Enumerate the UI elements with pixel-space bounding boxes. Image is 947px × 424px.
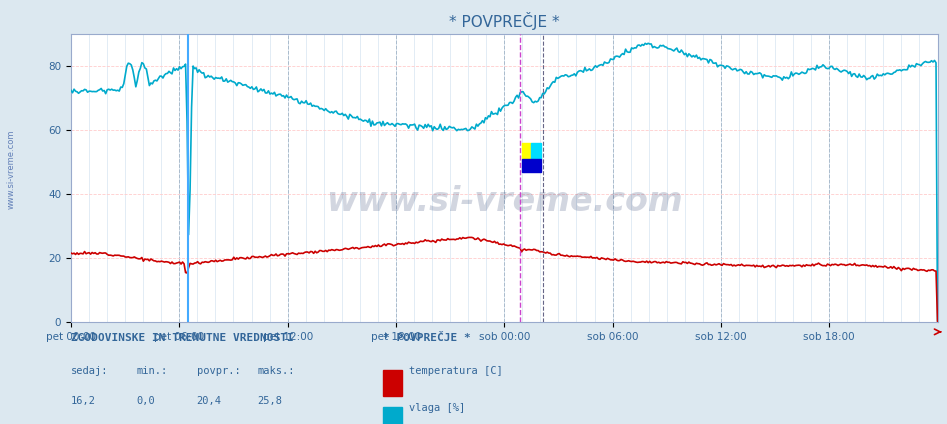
Bar (522, 143, 531, 159)
Title: * POVPREČJE *: * POVPREČJE * (449, 12, 560, 30)
Bar (522, 159, 541, 172)
Bar (383, 407, 402, 424)
Text: 25,8: 25,8 (258, 396, 282, 406)
Text: ZGODOVINSKE IN TRENUTNE VREDNOSTI: ZGODOVINSKE IN TRENUTNE VREDNOSTI (71, 332, 294, 343)
Text: 20,4: 20,4 (197, 396, 222, 406)
Text: temperatura [C]: temperatura [C] (409, 366, 503, 376)
Text: www.si-vreme.com: www.si-vreme.com (326, 184, 683, 218)
Bar (383, 370, 402, 396)
Text: povpr.:: povpr.: (197, 366, 241, 376)
Text: 0,0: 0,0 (136, 396, 154, 406)
Text: * POVPREČJE *: * POVPREČJE * (383, 332, 471, 343)
Text: sedaj:: sedaj: (71, 366, 109, 376)
Text: 16,2: 16,2 (71, 396, 96, 406)
Bar (531, 143, 541, 159)
Text: maks.:: maks.: (258, 366, 295, 376)
Text: min.:: min.: (136, 366, 168, 376)
Text: www.si-vreme.com: www.si-vreme.com (7, 130, 16, 209)
Text: vlaga [%]: vlaga [%] (409, 404, 465, 413)
